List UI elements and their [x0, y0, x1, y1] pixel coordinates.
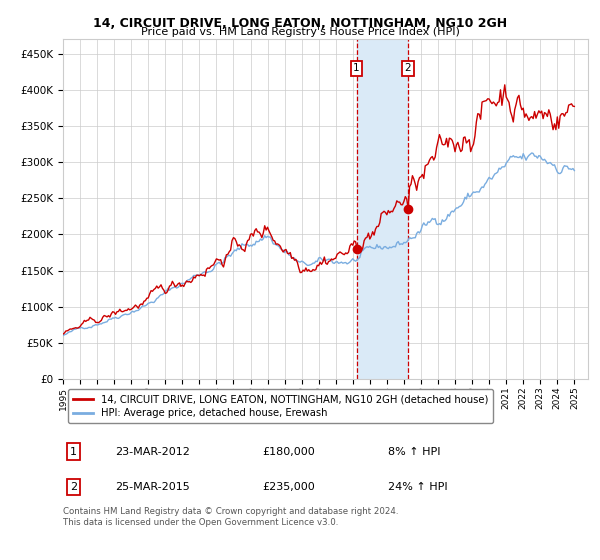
Text: 2: 2	[70, 482, 77, 492]
Text: 23-MAR-2012: 23-MAR-2012	[115, 446, 190, 456]
Bar	[356, 39, 407, 379]
Text: 24% ↑ HPI: 24% ↑ HPI	[389, 482, 448, 492]
Text: 25-MAR-2015: 25-MAR-2015	[115, 482, 190, 492]
Text: Price paid vs. HM Land Registry's House Price Index (HPI): Price paid vs. HM Land Registry's House …	[140, 27, 460, 37]
Text: Contains HM Land Registry data © Crown copyright and database right 2024.
This d: Contains HM Land Registry data © Crown c…	[63, 507, 398, 526]
Text: 14, CIRCUIT DRIVE, LONG EATON, NOTTINGHAM, NG10 2GH: 14, CIRCUIT DRIVE, LONG EATON, NOTTINGHA…	[93, 17, 507, 30]
Text: 2: 2	[404, 63, 411, 73]
Text: 1: 1	[70, 446, 77, 456]
Text: 8% ↑ HPI: 8% ↑ HPI	[389, 446, 441, 456]
Text: £235,000: £235,000	[263, 482, 315, 492]
Text: 1: 1	[353, 63, 360, 73]
Text: £180,000: £180,000	[263, 446, 315, 456]
Legend: 14, CIRCUIT DRIVE, LONG EATON, NOTTINGHAM, NG10 2GH (detached house), HPI: Avera: 14, CIRCUIT DRIVE, LONG EATON, NOTTINGHA…	[68, 389, 493, 423]
